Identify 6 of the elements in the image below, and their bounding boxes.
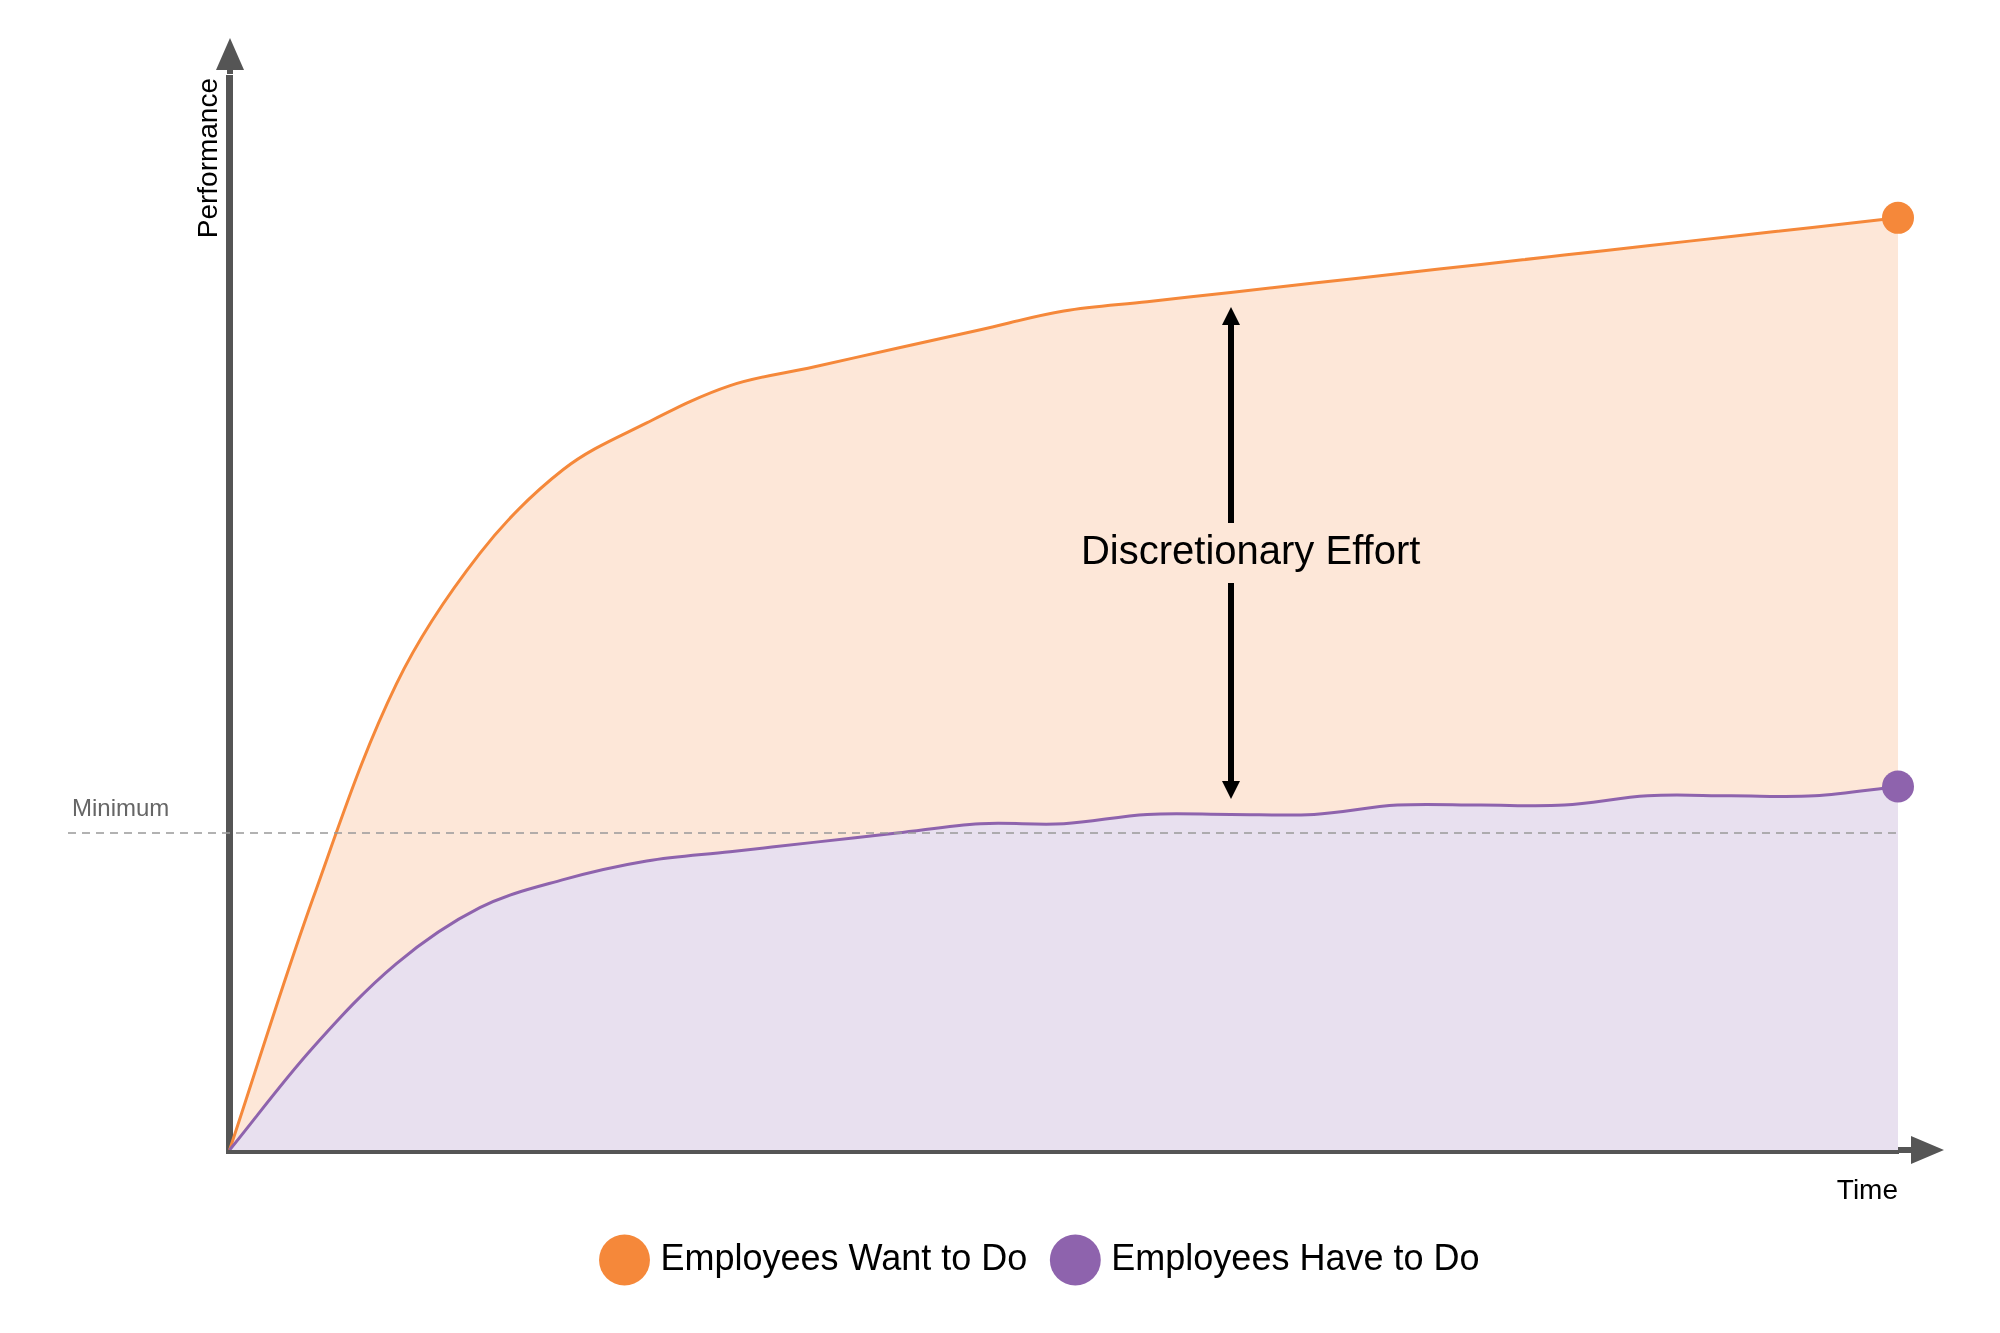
legend-label: Employees Want to Do — [660, 1236, 1028, 1278]
ref-line-label: Minimum — [72, 793, 170, 821]
annotation: Discretionary Effort — [1080, 528, 1421, 573]
x-axis-title: Time — [1836, 1173, 1898, 1205]
y-axis-title: Performance — [191, 78, 223, 239]
legend-label: Employees Have to Do — [1111, 1236, 1480, 1278]
